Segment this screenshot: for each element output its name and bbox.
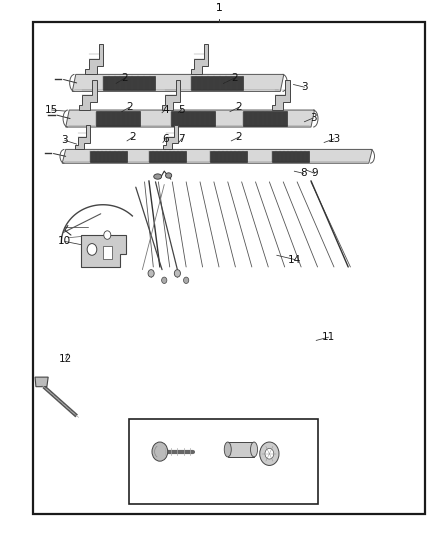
Polygon shape [75,125,90,149]
Bar [129,418,318,504]
Polygon shape [85,44,103,75]
Polygon shape [149,150,186,162]
Polygon shape [62,149,372,163]
Circle shape [87,244,97,255]
Polygon shape [103,76,155,90]
Text: 7: 7 [178,134,185,144]
Circle shape [184,277,189,284]
Bar [33,22,425,514]
Circle shape [152,442,168,461]
Polygon shape [243,111,287,126]
Text: 1: 1 [215,3,223,13]
Text: 3: 3 [61,135,68,146]
Text: 10: 10 [58,237,71,246]
Text: 8: 8 [300,168,307,179]
Polygon shape [191,44,208,75]
Polygon shape [66,110,314,127]
Text: 12: 12 [59,354,72,364]
Text: 2: 2 [235,102,242,112]
Circle shape [265,448,274,459]
Circle shape [104,231,111,239]
Text: 9: 9 [311,168,318,179]
Polygon shape [90,150,127,162]
Text: 15: 15 [45,105,58,115]
Polygon shape [72,75,284,92]
Polygon shape [191,76,243,90]
Ellipse shape [166,173,172,178]
Polygon shape [171,111,215,126]
Text: 6: 6 [162,134,169,144]
Bar [228,442,254,457]
Polygon shape [35,377,48,387]
Circle shape [260,442,279,465]
Text: 3: 3 [301,82,308,92]
Text: 11: 11 [322,332,335,342]
Circle shape [162,277,167,284]
Text: 2: 2 [129,132,136,142]
Polygon shape [272,80,290,110]
Polygon shape [81,235,126,267]
Polygon shape [163,125,177,149]
Circle shape [174,270,180,277]
Ellipse shape [224,442,231,457]
Text: 1: 1 [215,3,223,13]
Text: 14: 14 [288,255,301,264]
Ellipse shape [251,442,258,457]
Polygon shape [272,150,309,162]
Polygon shape [96,111,140,126]
Text: 2: 2 [126,102,133,112]
Text: 13: 13 [328,134,341,144]
Text: 4: 4 [162,104,169,115]
Polygon shape [162,80,180,110]
Text: 2: 2 [231,73,238,83]
Text: 5: 5 [178,104,185,115]
Text: 2: 2 [235,132,242,142]
Polygon shape [79,80,97,110]
Circle shape [148,270,154,277]
Polygon shape [210,150,247,162]
Bar [103,246,112,259]
Text: 3: 3 [310,113,317,123]
Text: 2: 2 [121,73,128,83]
Ellipse shape [154,174,162,179]
